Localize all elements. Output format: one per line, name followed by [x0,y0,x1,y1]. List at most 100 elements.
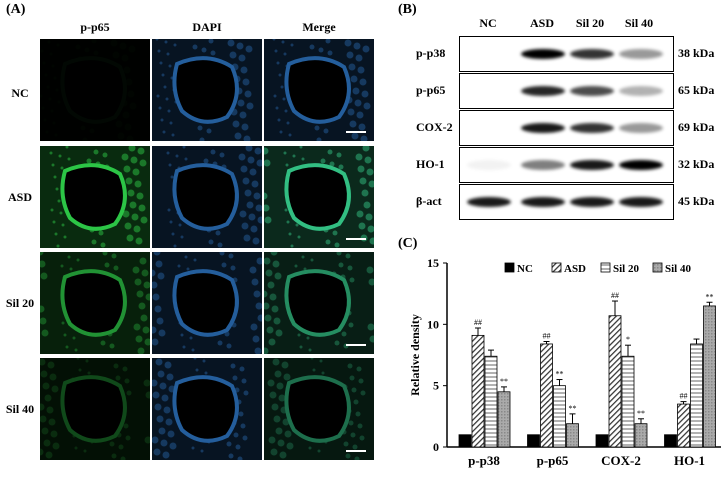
bar [553,385,566,448]
significance-mark: ## [680,392,688,401]
bar [634,423,648,448]
blot-band [570,160,614,170]
bar [677,403,690,448]
legend-swatch [504,262,515,273]
micrograph-sil40-dapi [152,358,262,460]
scale-bar [346,344,366,346]
blot-band [521,49,565,59]
micrograph-sil20-dapi [152,252,262,354]
y-tick-label: 15 [427,256,439,270]
blot-band [570,123,614,133]
blot-band [467,160,511,170]
blot-band [619,160,663,170]
x-category-label: HO-1 [674,453,705,468]
panel-b-label: (B) [398,2,417,17]
significance-mark: ** [500,377,508,386]
blot-band [521,197,565,207]
lane-header-sil40: Sil 40 [624,16,654,30]
blot-band [570,49,614,59]
blot-size-2: 69 kDa [678,120,715,134]
bar [608,315,622,448]
micrograph-asd-dapi [152,146,262,248]
significance-mark: ** [569,404,577,413]
blot-label-3: HO-1 [416,157,445,171]
panel-a-label: (A) [6,2,26,17]
blot-size-4: 45 kDa [678,194,715,208]
blot-band [467,197,511,207]
row-label-asd: ASD [7,190,32,204]
micrograph-nc-p-p65 [40,39,150,141]
blot-band [467,49,511,59]
bar [690,343,703,448]
lane-header-sil20: Sil 20 [575,16,605,30]
micrograph-sil20-merge [264,252,374,354]
blot-label-0: p-p38 [416,46,446,60]
blot-band [570,86,614,96]
y-axis-label: Relative density [408,314,422,396]
row-label-sil20: Sil 20 [5,296,35,310]
y-tick-label: 10 [427,317,439,331]
scale-bar [346,131,366,133]
blot-band [619,197,663,207]
micrograph-nc-dapi [152,39,262,141]
column-header-merge: Merge [302,20,336,34]
scale-bar [346,450,366,452]
bar [471,334,485,448]
bar [540,343,553,448]
blot-band [521,123,565,133]
legend-swatch [551,262,562,273]
blot-strip-4 [459,184,674,220]
blot-size-0: 38 kDa [678,46,715,60]
significance-mark: ** [706,292,714,301]
micrograph-asd-merge [264,146,374,248]
blot-strip-0 [459,36,674,72]
bar [527,434,540,448]
bar [566,423,579,448]
bar [497,391,511,448]
bar [595,434,609,448]
row-label-nc: NC [11,86,29,100]
significance-mark: ## [474,318,482,327]
blot-label-2: COX-2 [416,120,453,134]
blot-label-1: p-p65 [416,83,446,97]
bar [703,305,716,448]
legend-swatch [600,262,611,273]
blot-band [619,123,663,133]
blot-band [521,160,565,170]
blot-strip-1 [459,73,674,109]
legend-label: Sil 40 [665,263,691,275]
bar [484,355,498,448]
significance-mark: ** [556,370,564,379]
blot-band [619,49,663,59]
lane-header-asd: ASD [529,16,554,30]
significance-mark: ## [611,291,619,300]
blot-size-1: 65 kDa [678,83,715,97]
blot-band [521,86,565,96]
micrograph-sil40-merge [264,358,374,460]
micrograph-asd-p-p65 [40,146,150,248]
blot-strip-3 [459,147,674,183]
scale-bar [346,238,366,240]
x-category-label: COX-2 [601,453,641,468]
panel-c-label: (C) [398,236,418,251]
significance-mark: * [626,335,630,344]
column-header-dapi: DAPI [192,20,222,34]
micrograph-nc-merge [264,39,374,141]
y-tick-label: 0 [433,440,439,454]
legend-label: Sil 20 [613,263,639,275]
blot-strip-2 [459,110,674,146]
column-header-p-p65: p-p65 [80,20,110,34]
bar [458,434,472,448]
micrograph-sil20-p-p65 [40,252,150,354]
blot-band [619,86,663,96]
row-label-sil40: Sil 40 [5,402,35,416]
legend-label: ASD [564,263,586,275]
legend-swatch [652,262,663,273]
y-tick-label: 5 [433,379,439,393]
bar-chart: 0 5 10 15 Relative density NC ASD Sil 20 Sil 40 #… [408,256,721,468]
blot-band [467,86,511,96]
bar [664,434,677,448]
x-category-label: p-p65 [537,453,569,468]
lane-header-nc: NC [479,16,497,30]
legend-label: NC [517,263,533,275]
